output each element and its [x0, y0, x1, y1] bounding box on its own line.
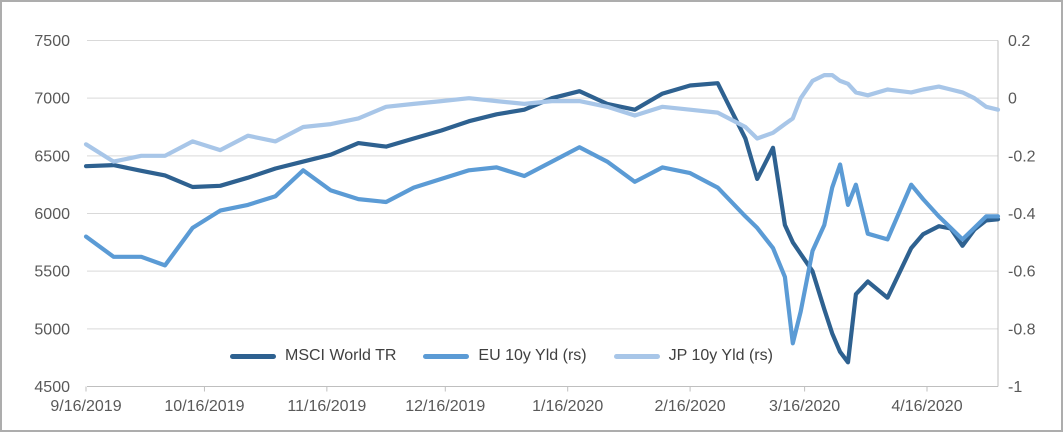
x-axis-tick-label: 10/16/2019 — [164, 398, 244, 415]
left-axis-tick-label: 6000 — [34, 206, 70, 223]
series-line-jp-10y-yld-rs — [83, 72, 1001, 164]
x-axis-tick-label: 11/16/2019 — [287, 398, 366, 415]
series-line-eu-10y-yld-rs — [83, 145, 1001, 346]
left-axis-tick-label: 7000 — [34, 91, 70, 108]
legend-swatch-jp-10y-yld-rs — [613, 353, 660, 359]
right-axis-tick-label: -1 — [1008, 379, 1022, 396]
legend-swatch-eu-10y-yld-rs — [423, 353, 470, 359]
x-axis-tick-label: 3/16/2020 — [769, 398, 840, 415]
x-axis-tick-label: 1/16/2020 — [532, 398, 603, 415]
right-axis-tick-label: -0.6 — [1008, 264, 1036, 281]
right-axis-tick-label: -0.8 — [1008, 321, 1036, 338]
right-axis-tick-label: 0.2 — [1008, 33, 1030, 50]
legend-item-jp-10y-yld-rs: JP 10y Yld (rs) — [613, 347, 773, 365]
legend-label-eu-10y-yld-rs: EU 10y Yld (rs) — [478, 347, 587, 364]
x-axis-tick-label: 2/16/2020 — [655, 398, 726, 415]
left-axis-tick-label: 5500 — [34, 264, 70, 281]
legend-label-jp-10y-yld-rs: JP 10y Yld (rs) — [668, 347, 773, 364]
legend-swatch-msci-world-tr — [230, 353, 276, 359]
x-axis-tick-label: 4/16/2020 — [891, 398, 962, 415]
right-axis-tick-label: -0.4 — [1008, 206, 1036, 223]
left-axis-tick-label: 7500 — [34, 33, 70, 50]
legend-item-eu-10y-yld-rs: EU 10y Yld (rs) — [423, 347, 587, 365]
right-axis-tick-label: -0.2 — [1008, 148, 1036, 165]
chart-legend: MSCI World TR EU 10y Yld (rs) JP 10y Yld (… — [230, 347, 773, 365]
series-line-msci-world-tr — [83, 81, 1001, 365]
legend-item-msci-world-tr: MSCI World TR — [230, 347, 396, 365]
legend-label-msci-world-tr: MSCI World TR — [285, 347, 397, 364]
left-axis-tick-label: 5000 — [34, 321, 70, 338]
right-axis-tick-label: 0 — [1008, 91, 1017, 108]
x-axis-tick-label: 12/16/2019 — [405, 398, 485, 415]
x-axis-tick-label: 9/16/2019 — [50, 398, 121, 415]
left-axis-tick-label: 6500 — [34, 148, 70, 165]
left-axis-tick-label: 4500 — [34, 379, 70, 396]
